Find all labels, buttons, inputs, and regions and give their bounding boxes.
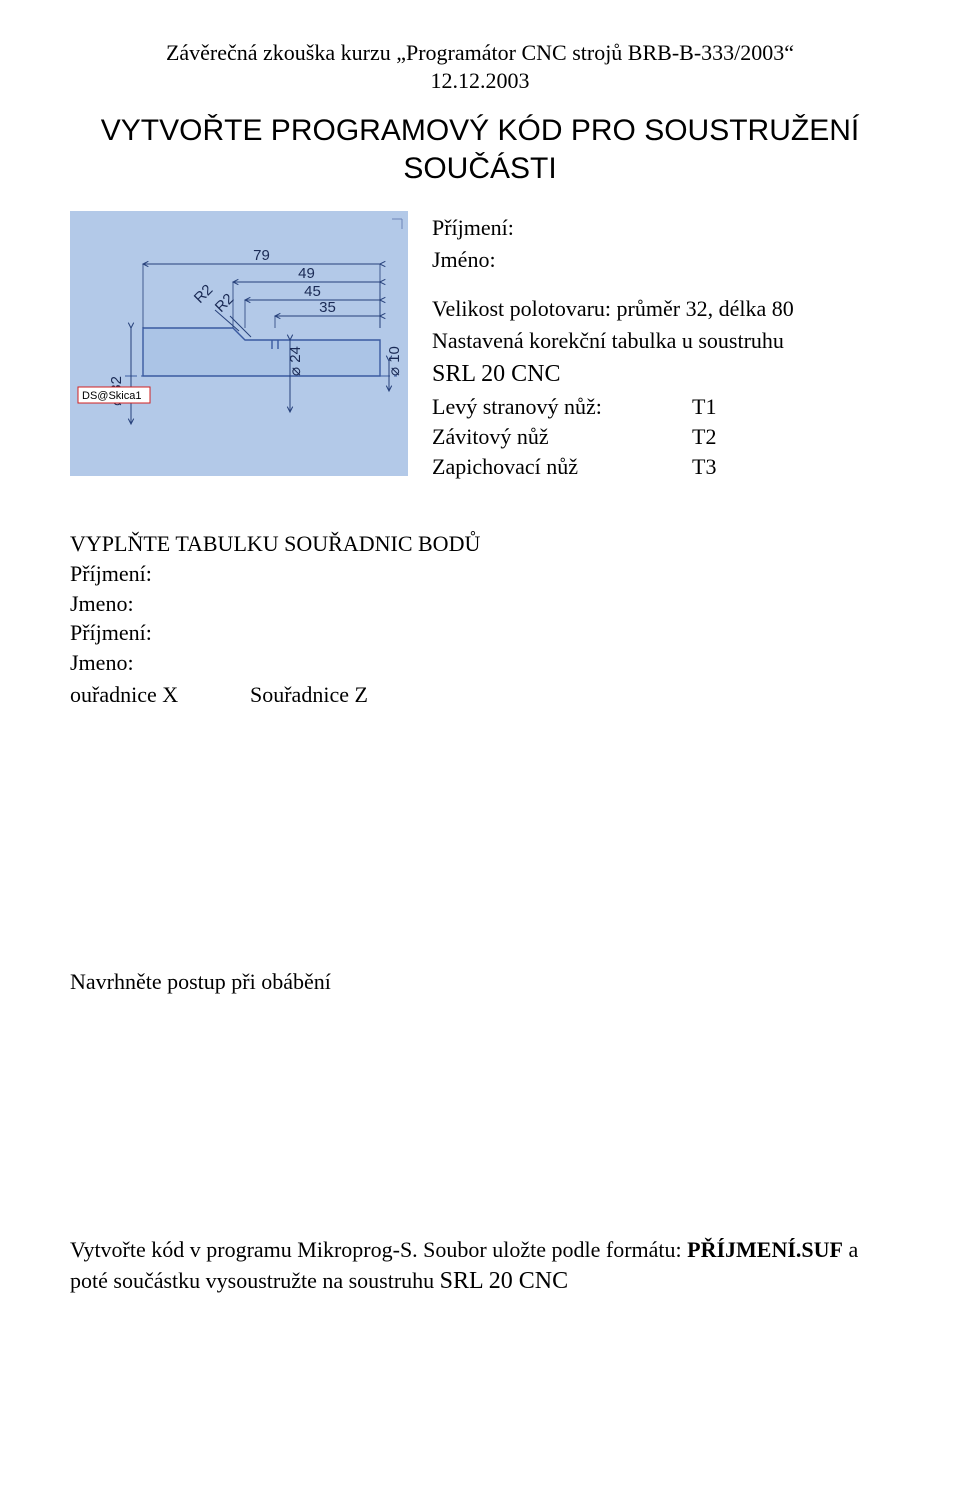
coords-heading: VYPLŇTE TABULKU SOUŘADNIC BODŮ [70,529,890,559]
process-heading: Navrhněte postup při obábění [70,969,890,995]
process-section: Navrhněte postup při obábění [70,969,890,995]
output-text-a: Vytvořte kód v programu Mikroprog-S. Sou… [70,1237,687,1262]
tool-label: Zapichovací nůž [432,452,692,482]
svg-text:⌀ 10: ⌀ 10 [386,346,403,376]
tool-label: Levý stranový nůž: [432,392,692,422]
title-line1: VYTVOŘTE PROGRAMOVÝ KÓD PRO SOUSTRUŽENÍ [101,114,859,147]
output-machine: SRL 20 CNC [440,1268,568,1294]
svg-text:DS@Skica1: DS@Skica1 [82,390,141,402]
tool-code: T3 [692,452,732,482]
tool-row: Levý stranový nůž: T1 [432,392,794,422]
tool-code: T2 [692,422,732,452]
svg-text:45: 45 [304,283,321,300]
tool-row: Zapichovací nůž T3 [432,452,794,482]
tool-label: Závitový nůž [432,422,692,452]
svg-text:35: 35 [319,299,336,316]
svg-text:⌀ 24: ⌀ 24 [287,346,304,376]
blank-spec: Velikost polotovaru: průměr 32, délka 80 [432,294,794,324]
coords-name2: Jmeno: [70,648,890,678]
surname-label: Příjmení: [432,213,794,243]
tool-table: Levý stranový nůž: T1 Závitový nůž T2 Za… [432,392,794,481]
coords-surname1: Příjmení: [70,559,890,589]
correction-spec: Nastavená korekční tabulka u soustruhu [432,326,794,356]
exam-header-date: 12.12.2003 [70,68,890,94]
coords-col-z: Souřadnice Z [250,680,368,710]
machine-name: SRL 20 CNC [432,358,794,390]
tool-code: T1 [692,392,732,422]
page-title: VYTVOŘTE PROGRAMOVÝ KÓD PRO SOUSTRUŽENÍ … [70,112,890,187]
svg-text:79: 79 [253,247,270,264]
part-diagram: R2R279494535⌀ 32⌀ 24⌀ 10DS@Skica1 [70,211,408,476]
output-filename: PŘÍJMENÍ.SUF [687,1237,843,1262]
coords-surname2: Příjmení: [70,618,890,648]
title-line2: SOUČÁSTI [403,152,556,185]
coordinates-section: VYPLŇTE TABULKU SOUŘADNIC BODŮ Příjmení:… [70,529,890,709]
svg-text:49: 49 [298,265,315,282]
name-label: Jméno: [432,245,794,275]
tool-row: Závitový nůž T2 [432,422,794,452]
coords-col-x: ouřadnice X [70,680,250,710]
exam-header-line1: Závěrečná zkouška kurzu „Programátor CNC… [70,40,890,66]
spec-block: Příjmení: Jméno: Velikost polotovaru: pr… [432,211,794,481]
output-section: Vytvořte kód v programu Mikroprog-S. Sou… [70,1235,890,1297]
coords-name1: Jmeno: [70,589,890,619]
